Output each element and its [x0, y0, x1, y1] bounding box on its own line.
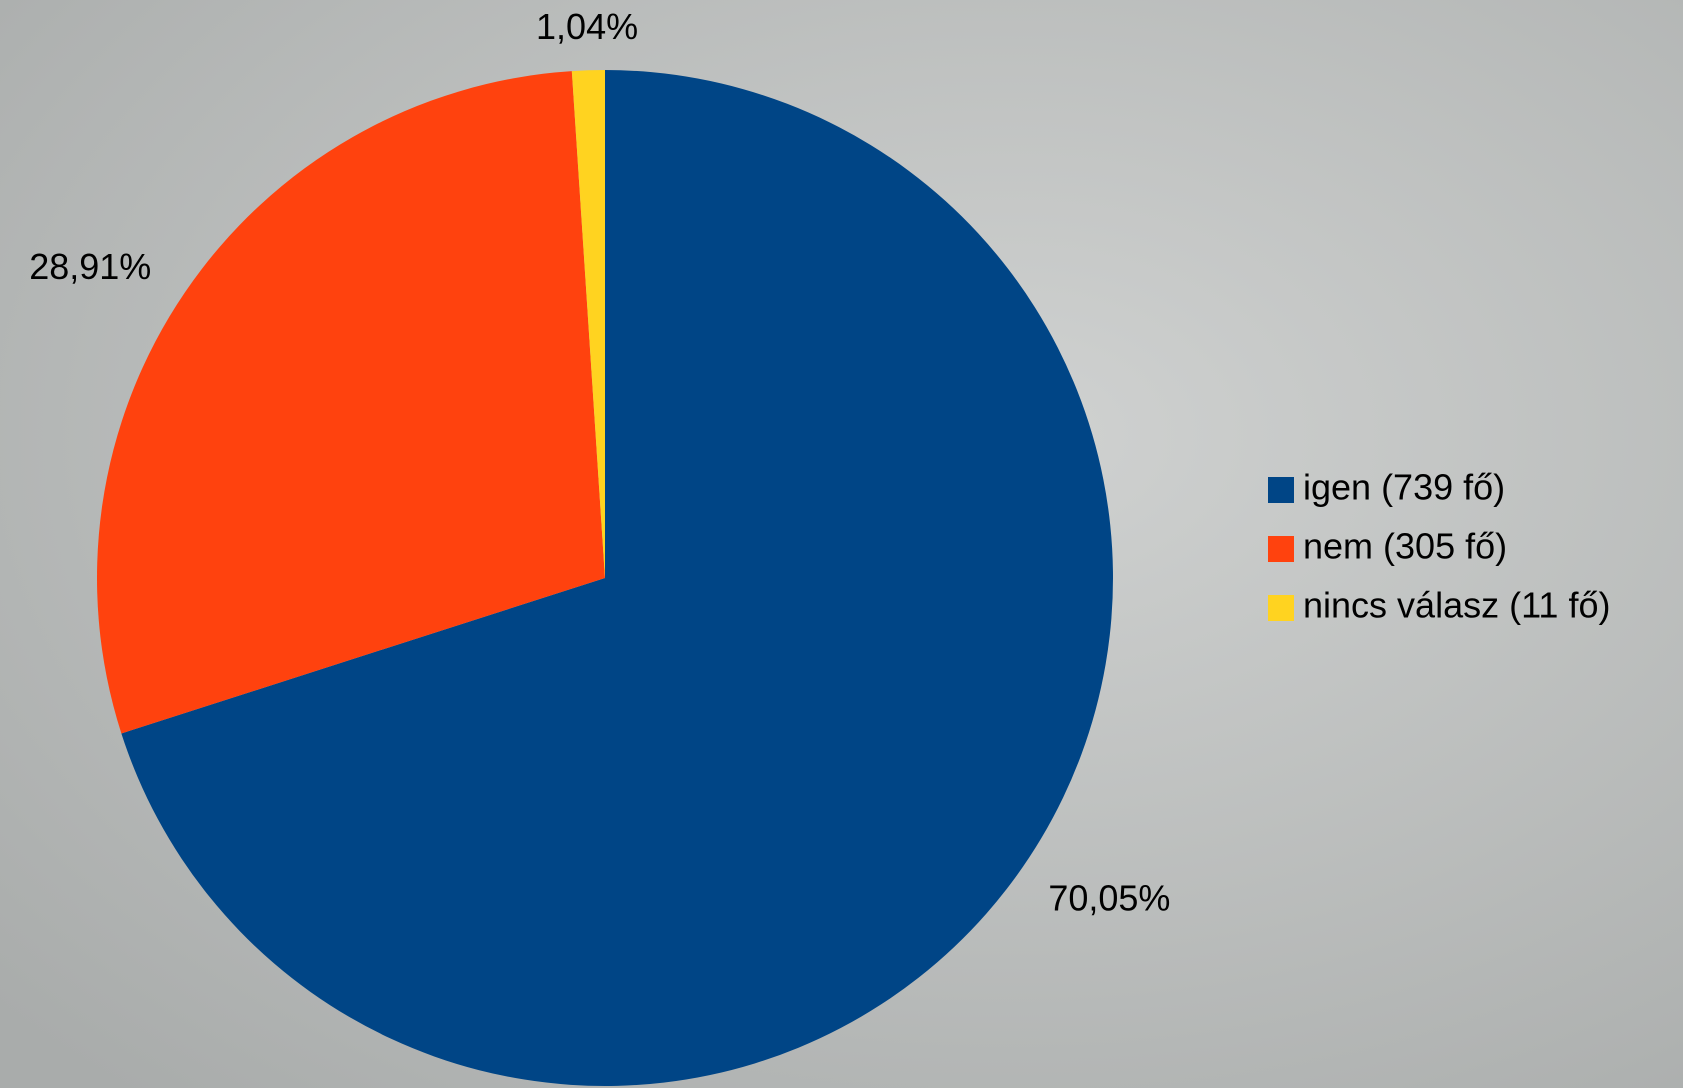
data-label: 70,05% — [1048, 878, 1170, 919]
legend-label: igen (739 fő) — [1303, 467, 1505, 508]
legend-label: nincs válasz (11 fő) — [1303, 585, 1610, 626]
pie-slice — [571, 70, 605, 578]
pie-slice — [96, 71, 605, 734]
legend: igen (739 fő) nem (305 fő) nincs válasz (1… — [1268, 467, 1610, 626]
pie: 70,05% 28,91% 1,04% — [29, 6, 1170, 1086]
data-label: 28,91% — [29, 246, 151, 287]
legend-swatch — [1268, 595, 1294, 621]
pie-slice — [121, 70, 1114, 1086]
legend-swatch — [1268, 536, 1294, 562]
legend-label: nem (305 fő) — [1303, 526, 1507, 567]
legend-swatch — [1268, 477, 1294, 503]
data-label: 1,04% — [536, 6, 638, 47]
